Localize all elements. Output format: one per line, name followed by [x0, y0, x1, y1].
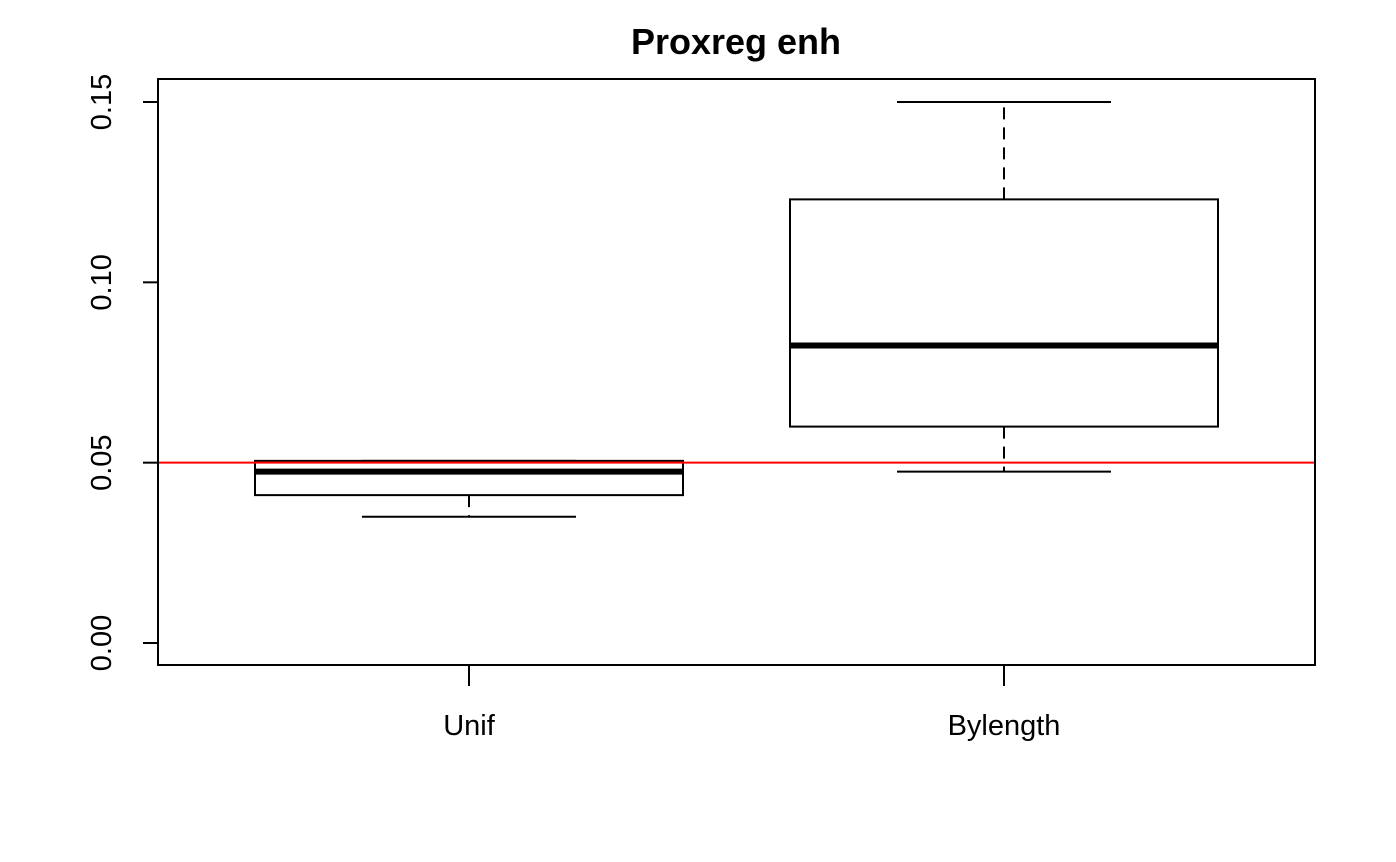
- y-tick-label: 0.10: [86, 254, 118, 310]
- box-unif: [254, 459, 684, 518]
- chart-title: Proxreg enh: [631, 21, 841, 62]
- y-tick-label: 0.05: [86, 434, 118, 490]
- box-iqr: [789, 198, 1219, 428]
- x-axis: Unif Bylength: [443, 665, 1060, 742]
- box-iqr: [254, 459, 684, 497]
- boxes-group: [254, 101, 1219, 518]
- plot-frame: [157, 78, 1316, 666]
- box-bylength: [789, 101, 1219, 473]
- x-tick-label: Unif: [443, 710, 496, 742]
- y-tick-label: 0.15: [86, 74, 118, 130]
- y-tick-label: 0.00: [86, 615, 118, 671]
- x-tick-label: Bylength: [948, 710, 1061, 742]
- y-axis: 0.00 0.05 0.10 0.15: [86, 74, 159, 671]
